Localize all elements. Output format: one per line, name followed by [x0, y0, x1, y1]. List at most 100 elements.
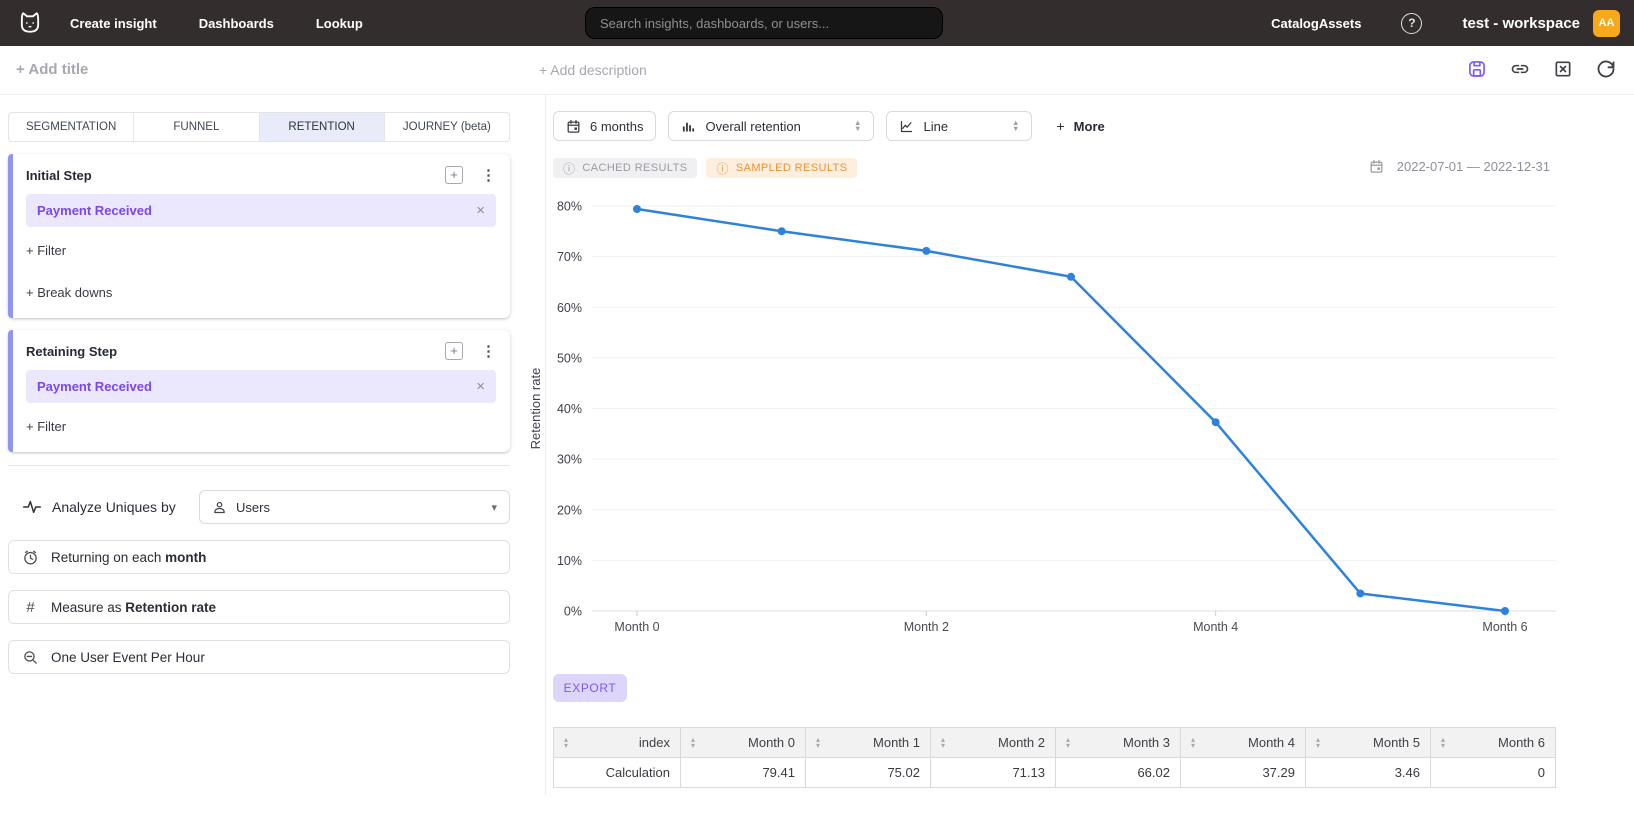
- add-breakdowns-button[interactable]: + Break downs: [26, 285, 113, 300]
- kebab-menu-icon[interactable]: ⋮: [481, 167, 496, 184]
- clear-icon[interactable]: [1553, 59, 1573, 79]
- sort-icon[interactable]: ▴ ▾: [816, 735, 821, 750]
- event-chip[interactable]: Payment Received ×: [26, 370, 496, 403]
- value-cell: 37.29: [1180, 757, 1306, 788]
- data-point: [1067, 272, 1075, 281]
- sort-icon[interactable]: ▴ ▾: [691, 735, 696, 750]
- tab-journey-beta[interactable]: JOURNEY (beta): [402, 121, 491, 133]
- period-value: 6 months: [590, 118, 644, 134]
- nav-item-catalog[interactable]: Catalog: [1271, 15, 1319, 31]
- row-index-cell: Calculation: [553, 757, 681, 788]
- tab-funnel[interactable]: FUNNEL: [134, 113, 260, 141]
- nav-item-create-insight[interactable]: Create insight: [70, 15, 157, 31]
- kebab-menu-icon[interactable]: ⋮: [481, 343, 496, 360]
- close-icon[interactable]: ×: [476, 378, 485, 395]
- avatar[interactable]: AA: [1593, 9, 1620, 37]
- clock-icon: [24, 550, 37, 565]
- search-input[interactable]: [585, 7, 943, 39]
- x-tick-label: Month 0: [614, 620, 659, 634]
- column-header-month-5[interactable]: ▴ ▾ Month 5: [1305, 727, 1431, 758]
- top-nav: Create insight Dashboards Lookup Catalog…: [0, 0, 1634, 46]
- chevron-down-icon: ▾: [491, 501, 497, 514]
- add-description-field[interactable]: + Add description: [539, 62, 647, 78]
- column-header-label: Month 1: [873, 735, 920, 750]
- column-header-month-3[interactable]: ▴ ▾ Month 3: [1055, 727, 1181, 758]
- initial-step-card: Initial Step + ⋮ Payment Received × + Fi…: [8, 154, 510, 318]
- analyze-entity-value: Users: [236, 499, 270, 515]
- sampled-results-badge[interactable]: ⓘ SAMPLED RESULTS: [706, 158, 858, 178]
- retaining-step-title: Retaining Step: [26, 343, 118, 359]
- retention-type-value: Overall retention: [705, 118, 801, 134]
- one-event-per-hour-row[interactable]: One User Event Per Hour: [8, 640, 510, 674]
- tab-segmentation[interactable]: SEGMENTATION: [9, 113, 135, 141]
- initial-step-title: Initial Step: [26, 167, 92, 183]
- zoom-out-icon: [24, 650, 37, 664]
- data-point: [922, 246, 931, 255]
- sort-icon[interactable]: ▴ ▾: [564, 735, 569, 750]
- y-tick-label: 10%: [557, 554, 582, 568]
- nav-item-dashboards[interactable]: Dashboards: [198, 15, 274, 31]
- column-header-label: Month 4: [1248, 735, 1295, 750]
- tab-retention[interactable]: RETENTION: [259, 113, 385, 141]
- period-button[interactable]: 6 months: [553, 111, 657, 141]
- refresh-icon[interactable]: [1596, 59, 1616, 79]
- event-chip-label: Payment Received: [37, 203, 152, 218]
- returning-prefix: Returning on each: [51, 549, 166, 565]
- sort-icon[interactable]: ▴ ▾: [1066, 735, 1071, 750]
- sort-icon[interactable]: ▴ ▾: [1316, 735, 1321, 750]
- divider: [545, 95, 546, 795]
- nav-item-assets[interactable]: Assets: [1318, 15, 1362, 31]
- column-header-label: Month 2: [998, 735, 1045, 750]
- column-header-month-0[interactable]: ▴ ▾ Month 0: [680, 727, 806, 758]
- analyze-entity-select[interactable]: Users ▾: [199, 490, 510, 524]
- workspace-selector[interactable]: test - workspace: [1462, 14, 1580, 32]
- y-tick-label: 70%: [557, 250, 582, 264]
- stepper-icon: ▲ ▼: [1012, 118, 1020, 133]
- value-cell: 66.02: [1055, 757, 1181, 788]
- add-filter-button[interactable]: + Filter: [26, 243, 67, 258]
- retention-type-select[interactable]: Overall retention ▲ ▼: [668, 111, 875, 141]
- y-tick-label: 40%: [557, 402, 582, 416]
- column-header-index[interactable]: ▴ ▾ index: [553, 727, 681, 758]
- add-title-field[interactable]: + Add title: [16, 61, 89, 78]
- help-icon[interactable]: ?: [1401, 12, 1423, 34]
- retaining-step-card: Retaining Step + ⋮ Payment Received × + …: [8, 330, 510, 452]
- cat-logo-icon[interactable]: [16, 9, 44, 37]
- date-range[interactable]: 2022-07-01 — 2022-12-31: [1369, 159, 1550, 174]
- nav-item-lookup[interactable]: Lookup: [315, 15, 363, 31]
- measure-prefix: Measure as: [51, 599, 126, 615]
- column-header-month-2[interactable]: ▴ ▾ Month 2: [930, 727, 1056, 758]
- x-tick-label: Month 6: [1482, 620, 1527, 634]
- add-event-icon[interactable]: +: [445, 342, 463, 360]
- bar-chart-icon: [683, 122, 695, 131]
- event-chip[interactable]: Payment Received ×: [26, 194, 496, 227]
- chart-type-select[interactable]: Line ▲ ▼: [886, 111, 1033, 141]
- column-header-label: Month 5: [1373, 735, 1420, 750]
- sort-icon[interactable]: ▴ ▾: [1191, 735, 1196, 750]
- calendar-icon: [567, 119, 580, 133]
- add-filter-button[interactable]: + Filter: [26, 419, 67, 434]
- close-icon[interactable]: ×: [476, 202, 485, 219]
- column-header-label: index: [638, 735, 670, 750]
- sort-icon[interactable]: ▴ ▾: [1441, 735, 1446, 750]
- retention-line-chart: 0% 10% 20% 30% 40% 50% 60% 70% 80% Month 0 Month 2…: [524, 182, 1564, 652]
- export-button[interactable]: EXPORT: [553, 674, 627, 702]
- column-header-month-1[interactable]: ▴ ▾ Month 1: [805, 727, 931, 758]
- sort-icon[interactable]: ▴ ▾: [941, 735, 946, 750]
- value-cell: 71.13: [930, 757, 1056, 788]
- data-point: [1211, 418, 1220, 427]
- data-point: [777, 227, 786, 236]
- nav-items: Create insight Dashboards Lookup: [70, 16, 363, 31]
- y-tick-label: 20%: [557, 503, 582, 517]
- returning-interval-row[interactable]: Returning on each month: [8, 540, 510, 574]
- column-header-month-6[interactable]: ▴ ▾ Month 6: [1430, 727, 1556, 758]
- link-icon[interactable]: [1510, 59, 1530, 79]
- more-button[interactable]: + More: [1056, 118, 1104, 134]
- save-icon[interactable]: [1467, 59, 1487, 79]
- value-cell: 3.46: [1305, 757, 1431, 788]
- add-event-icon[interactable]: +: [445, 166, 463, 184]
- cached-results-badge[interactable]: ⓘ CACHED RESULTS: [553, 158, 698, 178]
- column-header-month-4[interactable]: ▴ ▾ Month 4: [1180, 727, 1306, 758]
- measure-as-row[interactable]: # Measure as Retention rate: [8, 590, 510, 624]
- insight-header: + Add title + Add description: [0, 46, 1634, 95]
